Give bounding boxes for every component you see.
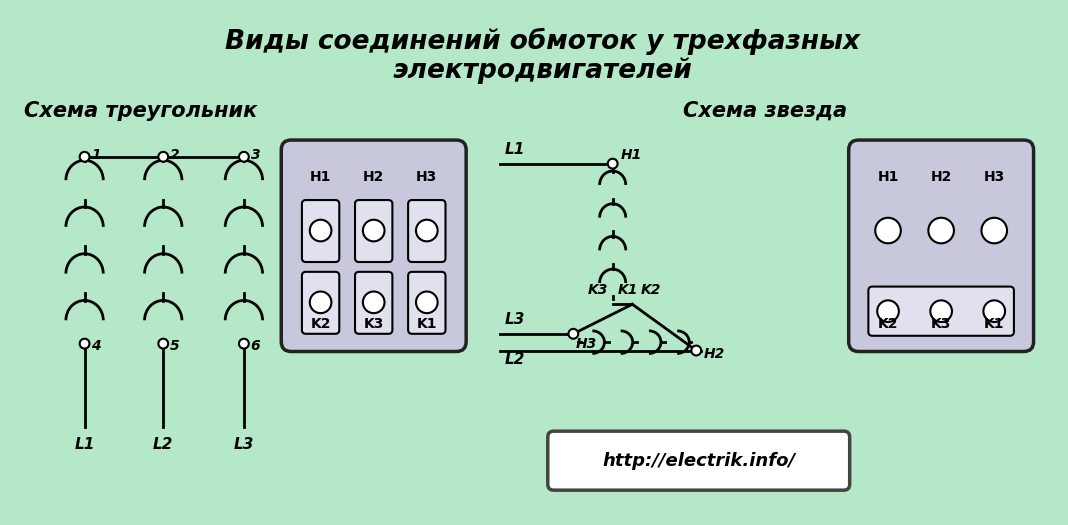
Circle shape xyxy=(363,291,384,313)
Text: H2: H2 xyxy=(704,348,725,361)
Text: Схема звезда: Схема звезда xyxy=(684,101,847,121)
Text: 4: 4 xyxy=(92,339,101,353)
Text: H1: H1 xyxy=(877,171,898,184)
Circle shape xyxy=(877,300,899,322)
FancyBboxPatch shape xyxy=(868,287,1014,336)
FancyBboxPatch shape xyxy=(355,272,392,334)
Text: Виды соединений обмоток у трехфазных: Виды соединений обмоток у трехфазных xyxy=(225,28,861,55)
Text: H3: H3 xyxy=(417,171,438,184)
Circle shape xyxy=(158,152,168,162)
FancyBboxPatch shape xyxy=(302,200,340,262)
Text: H1: H1 xyxy=(310,171,331,184)
FancyBboxPatch shape xyxy=(355,200,392,262)
Text: K2: K2 xyxy=(878,317,898,331)
Circle shape xyxy=(608,159,617,169)
Circle shape xyxy=(930,300,952,322)
Text: H2: H2 xyxy=(930,171,952,184)
Circle shape xyxy=(876,218,900,243)
Text: K3: K3 xyxy=(931,317,952,331)
Circle shape xyxy=(981,218,1007,243)
Circle shape xyxy=(310,291,331,313)
Circle shape xyxy=(239,339,249,349)
Text: Схема треугольник: Схема треугольник xyxy=(23,101,257,121)
Text: 2: 2 xyxy=(170,148,179,162)
FancyBboxPatch shape xyxy=(302,272,340,334)
Circle shape xyxy=(417,291,438,313)
Text: H1: H1 xyxy=(621,148,642,162)
Text: L3: L3 xyxy=(234,437,254,453)
Circle shape xyxy=(568,329,578,339)
Circle shape xyxy=(80,339,90,349)
Text: K2: K2 xyxy=(311,317,331,331)
Circle shape xyxy=(158,339,168,349)
Circle shape xyxy=(691,345,702,355)
Text: K2: K2 xyxy=(640,284,661,298)
Text: L1: L1 xyxy=(504,142,524,157)
Text: L2: L2 xyxy=(504,352,524,368)
Text: K1: K1 xyxy=(984,317,1005,331)
Text: K1: K1 xyxy=(617,284,638,298)
FancyBboxPatch shape xyxy=(548,431,850,490)
Circle shape xyxy=(984,300,1005,322)
Text: H3: H3 xyxy=(576,337,597,351)
Text: L1: L1 xyxy=(75,437,95,453)
Circle shape xyxy=(239,152,249,162)
Text: K3: K3 xyxy=(588,284,609,298)
Text: 3: 3 xyxy=(251,148,261,162)
Text: K1: K1 xyxy=(417,317,437,331)
FancyBboxPatch shape xyxy=(849,140,1034,352)
Text: K3: K3 xyxy=(363,317,383,331)
Text: H3: H3 xyxy=(984,171,1005,184)
Text: 1: 1 xyxy=(92,148,101,162)
Circle shape xyxy=(310,220,331,242)
Text: L2: L2 xyxy=(153,437,173,453)
Circle shape xyxy=(928,218,954,243)
FancyBboxPatch shape xyxy=(408,272,445,334)
FancyBboxPatch shape xyxy=(281,140,466,352)
Text: 5: 5 xyxy=(170,339,179,353)
Text: H2: H2 xyxy=(363,171,384,184)
FancyBboxPatch shape xyxy=(408,200,445,262)
Text: http://electrik.info/: http://electrik.info/ xyxy=(602,452,796,470)
Text: L3: L3 xyxy=(504,312,524,327)
Circle shape xyxy=(417,220,438,242)
Circle shape xyxy=(363,220,384,242)
Text: электродвигателей: электродвигателей xyxy=(393,58,693,85)
Text: 6: 6 xyxy=(251,339,261,353)
Circle shape xyxy=(80,152,90,162)
